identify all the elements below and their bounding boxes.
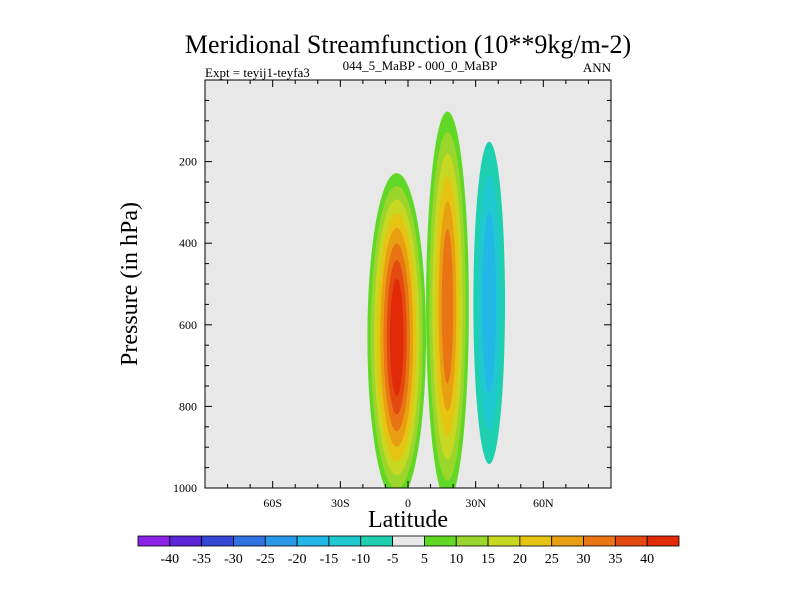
contour-band	[306, 217, 332, 475]
colorbar-swatch	[551, 535, 584, 547]
y-tick-label: 200	[179, 155, 197, 169]
colorbar-label: 10	[449, 552, 463, 567]
colorbar-swatch	[233, 535, 266, 547]
experiment-label: Expt = teyij1-teyfa3	[205, 65, 310, 80]
x-tick-label: 30N	[465, 496, 486, 510]
contour-band	[389, 278, 404, 397]
colorbar-swatch	[614, 535, 648, 547]
colorbar-swatch	[296, 535, 330, 547]
colorbar-swatch	[328, 535, 362, 547]
contour-band	[482, 212, 497, 394]
colorbar-label: 20	[513, 552, 527, 567]
colorbar-swatch	[137, 535, 171, 547]
colorbar-swatch	[583, 535, 616, 547]
colorbar-label: -35	[192, 552, 211, 567]
colorbar-label: 35	[608, 552, 622, 567]
colorbar-label: 40	[640, 552, 654, 567]
y-tick-label: 1000	[173, 481, 197, 495]
colorbar-label: -25	[256, 552, 275, 567]
y-tick-label: 400	[179, 236, 197, 250]
colorbar-label: -10	[351, 552, 370, 567]
y-axis-label: Pressure (in hPa)	[117, 202, 143, 366]
colorbar-swatch	[360, 535, 393, 547]
x-tick-label: 0	[405, 496, 411, 510]
colorbar-label: 30	[577, 552, 591, 567]
colorbar-swatch	[519, 535, 553, 547]
subtropical-positive	[426, 111, 469, 488]
streamfunction-field	[306, 111, 510, 488]
colorbar-label: -40	[160, 552, 179, 567]
colorbar-swatch	[392, 535, 425, 547]
colorbar-label: 5	[421, 552, 428, 567]
colorbar-label: -5	[387, 552, 399, 567]
y-tick-label: 800	[179, 399, 197, 413]
x-axis-ticks: 60S 30S 0 30N 60N	[204, 80, 612, 510]
colorbar-swatch	[424, 535, 457, 547]
colorbar-label: -20	[288, 552, 307, 567]
x-tick-label: 60N	[533, 496, 554, 510]
colorbar-swatch	[264, 535, 298, 547]
chart-title: Meridional Streamfunction (10**9kg/m-2)	[185, 30, 631, 59]
colorbar: -40 -35 -30 -25 -20 -15 -10 -5 5 10 15 20 25 30 35 40	[137, 535, 680, 567]
y-tick-label: 600	[179, 318, 197, 332]
colorbar-swatch	[455, 535, 489, 547]
colorbar-swatch	[169, 535, 203, 547]
x-tick-label: 60S	[263, 496, 282, 510]
colorbar-label: -15	[320, 552, 339, 567]
tropical-cell	[367, 173, 427, 488]
contour-band	[441, 229, 454, 384]
colorbar-label: -30	[224, 552, 243, 567]
season-label: ANN	[583, 60, 612, 75]
colorbar-swatch	[646, 535, 680, 547]
colorbar-label: 15	[481, 552, 495, 567]
period-label: 044_5_MaBP - 000_0_MaBP	[343, 58, 498, 73]
sh-midlatitude-negative	[306, 217, 332, 475]
colorbar-label: 25	[545, 552, 559, 567]
nh-midlatitude-negative	[468, 111, 510, 488]
x-tick-label: 30S	[331, 496, 350, 510]
y-axis-ticks: 200 400 600 800 1000	[173, 99, 611, 495]
colorbar-swatch	[487, 535, 521, 547]
plot-area: 60S 30S 0 30N 60N 200 400 600 800 1000	[173, 79, 612, 510]
colorbar-swatch	[201, 535, 234, 547]
x-axis-label: Latitude	[368, 507, 448, 533]
